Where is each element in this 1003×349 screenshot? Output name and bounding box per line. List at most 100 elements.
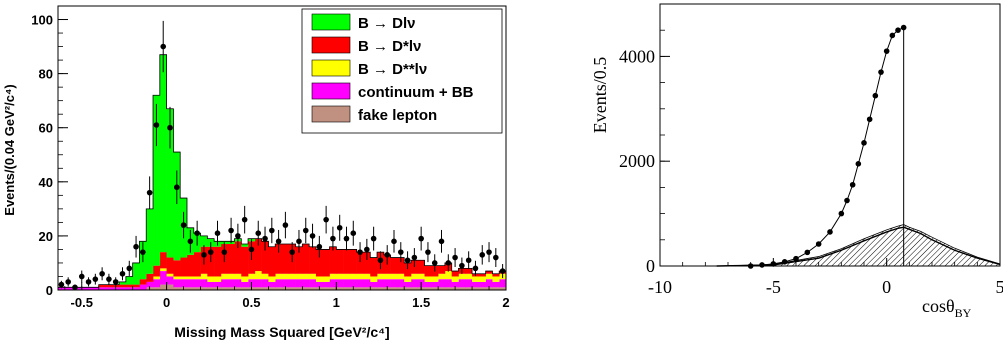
data-point [167,124,173,131]
bar-segment [248,273,256,280]
bar-segment [390,279,398,288]
bar-segment [410,279,419,288]
bar-segment [275,279,283,288]
bar-segment [227,273,235,280]
bar-segment [370,276,378,282]
bar-segment [478,276,486,282]
bar-segment [329,279,337,288]
bar-segment [492,281,500,288]
bar-segment [295,273,303,280]
bar-segment [472,276,480,282]
bar-segment [64,287,72,290]
data-point [472,265,479,272]
data-point [445,260,452,266]
bar-segment [220,287,228,290]
bar-segment [241,246,249,277]
bar-segment [390,257,398,274]
bar-segment [444,271,452,280]
data-point [895,27,901,33]
data-point [838,210,845,217]
bar-segment [465,268,473,274]
data-point [241,216,248,223]
bar-segment [119,281,127,285]
data-point [486,249,492,255]
bar-segment [180,279,188,288]
bar-segment [241,287,249,290]
data-point [323,216,329,223]
bar-segment [105,284,113,288]
bar-segment [336,287,344,290]
legend-swatch [311,36,351,54]
bar-segment [125,284,133,288]
bar-segment [478,281,486,288]
bar-segment [295,246,303,274]
bar-segment [119,284,127,288]
bar-segment [207,287,215,290]
bar-segment [410,287,419,290]
bar-segment [315,276,324,282]
bar-segment [105,287,113,290]
bar-segment [356,273,364,280]
data-point [282,222,289,228]
bar-segment [227,244,235,274]
data-point [370,235,377,242]
bar-segment [153,279,161,288]
bar-segment [377,287,385,290]
data-curve [750,26,905,267]
data-point [431,260,438,266]
data-point [330,235,336,242]
bar-segment [383,273,391,280]
data-point [849,181,856,188]
bar-segment [295,287,303,290]
bar-segment [431,281,439,288]
bar-segment [390,287,398,290]
bar-segment [132,287,140,290]
left-legend: B → Dlν B → D*lν B → D**lν continuum + BB fa… [301,8,503,134]
bar-segment [377,273,385,280]
background-hatch [716,224,1001,267]
bar-segment [431,287,439,290]
right-x-axis-label: cosθBY [922,296,972,320]
bar-segment [295,279,303,288]
data-point [493,254,499,261]
bar-segment [193,279,201,288]
data-point [889,32,896,39]
bar-segment [397,287,405,290]
bar-segment [146,281,154,288]
bar-segment [336,273,344,280]
legend-swatch [311,82,351,100]
bar-segment [186,279,195,288]
right-y-axis-label: Events/0.5 [590,57,610,134]
bar-segment [404,276,412,282]
bar-segment [404,287,412,290]
data-point [173,184,180,191]
bar-segment [261,241,269,274]
right-chart: -10 -5 0 5 0 2000 4000 Events/0.5 cosθBY [590,3,1003,320]
bar-segment [234,273,242,280]
data-point [296,238,302,245]
data-point [872,92,879,99]
bar-segment [159,271,167,285]
data-point [438,238,445,245]
bar-segment [125,276,133,285]
data-point [201,252,207,258]
bar-segment [186,276,195,280]
data-point [384,252,391,258]
bar-segment [309,273,317,280]
bar-segment [329,246,337,274]
data-point [85,279,92,285]
right-axis-ticks: -10 -5 0 5 0 2000 4000 [619,3,1003,297]
bar-segment [275,244,283,274]
data-point [883,48,890,54]
bar-segment [356,252,364,274]
bar-segment [465,273,473,280]
legend-label: fake lepton [358,107,437,124]
bar-segment [153,276,161,280]
data-point [214,230,221,236]
data-point [336,224,343,231]
y-tick-label: 100 [31,13,53,28]
bar-segment [458,279,466,288]
bar-segment [417,273,425,280]
data-point [228,227,234,234]
bar-segment [227,287,235,290]
